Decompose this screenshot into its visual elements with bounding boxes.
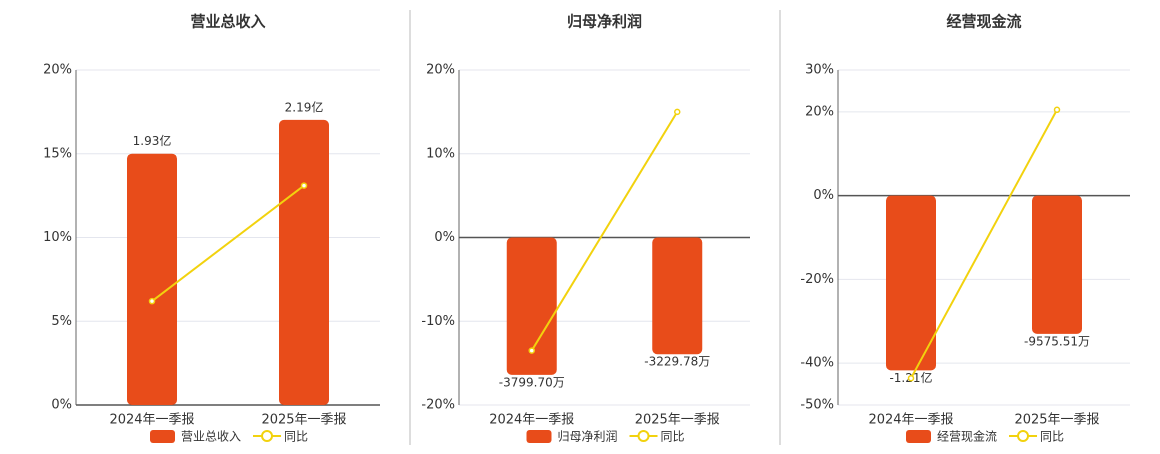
bar — [279, 119, 329, 406]
legend-label: 经营现金流 — [937, 429, 997, 444]
yoy-line — [530, 111, 679, 352]
y-tick-label: 10% — [426, 146, 455, 161]
bar — [652, 237, 703, 355]
legend-icon — [906, 430, 931, 443]
legend-label: 同比 — [1040, 430, 1064, 444]
legend-icon — [1017, 430, 1030, 442]
x-tick-label: 2024年一季报 — [489, 413, 574, 428]
y-tick-label: 30% — [805, 63, 834, 78]
bar-value-label: 2.19亿 — [285, 99, 324, 114]
legend-label: 营业总收入 — [181, 430, 241, 444]
chart-title: 经营现金流 — [946, 13, 1021, 31]
yoy-point — [148, 297, 156, 305]
x-tick-label: 2024年一季报 — [109, 413, 194, 428]
legend-label: 归母净利润 — [558, 430, 618, 444]
y-tick-label: 20% — [426, 63, 455, 78]
y-tick-label: -20% — [421, 398, 455, 413]
x-tick-label: 2025年一季报 — [1014, 413, 1099, 428]
bar-value-label: -9575.51万 — [1024, 334, 1090, 348]
yoy-point — [300, 182, 308, 189]
yoy-point — [907, 374, 915, 382]
legend-icon — [261, 430, 274, 442]
bar-value-label: 1.93亿 — [133, 133, 172, 148]
legend-icon — [150, 430, 175, 443]
bar-value-label: -3799.70万 — [499, 375, 565, 389]
y-tick-label: -20% — [800, 272, 834, 287]
yoy-line — [910, 109, 1058, 379]
bar-value-label: -3229.78万 — [644, 355, 710, 369]
y-tick-label: -10% — [421, 314, 455, 329]
legend-icon — [637, 430, 650, 442]
yoy-point — [528, 347, 535, 354]
x-tick-label: 2025年一季报 — [261, 413, 346, 428]
y-tick-label: 0% — [434, 230, 455, 245]
bar — [127, 153, 177, 405]
yoy-line — [151, 184, 305, 302]
x-tick-label: 2024年一季报 — [868, 413, 953, 428]
bar — [1032, 195, 1082, 334]
y-tick-label: 0% — [51, 398, 72, 413]
legend-label: 同比 — [661, 430, 685, 444]
y-tick-label: -40% — [800, 356, 834, 371]
y-tick-label: 15% — [43, 146, 72, 161]
legend-label: 同比 — [284, 430, 308, 444]
y-tick-label: 10% — [43, 230, 72, 245]
bar — [506, 237, 557, 375]
chart-title: 营业总收入 — [190, 13, 265, 31]
y-tick-label: 5% — [51, 314, 72, 329]
x-tick-label: 2025年一季报 — [635, 413, 720, 428]
chart-title: 归母净利润 — [567, 13, 642, 31]
yoy-point — [674, 108, 681, 116]
bar — [886, 195, 936, 371]
legend-icon — [526, 430, 552, 443]
y-tick-label: -50% — [800, 398, 834, 413]
yoy-point — [1053, 106, 1061, 114]
y-tick-label: 20% — [805, 104, 834, 119]
y-tick-label: 20% — [43, 63, 72, 78]
y-tick-label: 0% — [813, 188, 834, 203]
